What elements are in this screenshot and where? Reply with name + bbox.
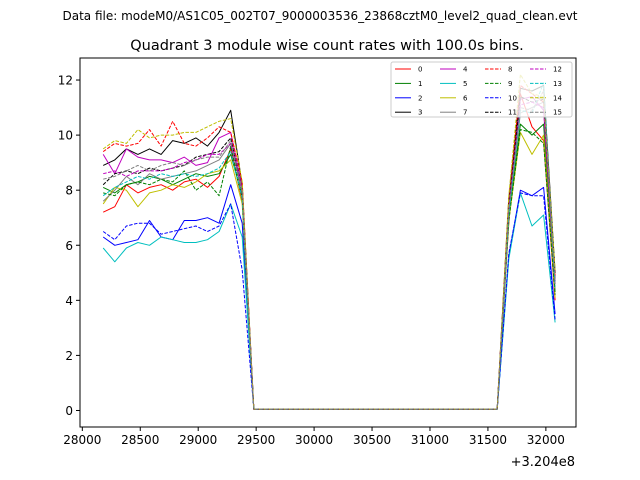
y-tick-label-6: 6	[65, 239, 73, 253]
y-tick-label-10: 10	[58, 129, 73, 143]
legend-label-2: 2	[418, 94, 422, 102]
legend-label-0: 0	[418, 66, 422, 74]
legend-label-15: 15	[553, 109, 562, 117]
legend-label-1: 1	[418, 80, 422, 88]
x-tick-label-28500: 28500	[121, 433, 159, 447]
chart-title: Quadrant 3 module wise count rates with …	[130, 38, 524, 54]
legend-label-13: 13	[553, 80, 562, 88]
legend-label-8: 8	[508, 66, 512, 74]
data-file-label: Data file: modeM0/AS1C05_002T07_90000035…	[62, 9, 577, 23]
y-tick-label-4: 4	[65, 294, 73, 308]
y-tick-label-2: 2	[65, 349, 73, 363]
chart-figure: Data file: modeM0/AS1C05_002T07_90000035…	[0, 0, 640, 480]
legend-label-11: 11	[508, 109, 517, 117]
y-tick-label-12: 12	[58, 74, 73, 88]
legend-label-12: 12	[553, 66, 562, 74]
legend-label-3: 3	[418, 109, 422, 117]
legend-label-10: 10	[508, 94, 517, 102]
x-tick-label-31000: 31000	[411, 433, 449, 447]
x-tick-label-29000: 29000	[179, 433, 217, 447]
x-tick-label-30500: 30500	[353, 433, 391, 447]
legend-label-9: 9	[508, 80, 512, 88]
x-tick-label-31500: 31500	[469, 433, 507, 447]
legend-label-4: 4	[463, 66, 468, 74]
y-tick-label-8: 8	[65, 184, 73, 198]
x-tick-label-28000: 28000	[63, 433, 101, 447]
x-tick-label-32000: 32000	[527, 433, 565, 447]
y-tick-label-0: 0	[65, 404, 73, 418]
legend-label-6: 6	[463, 94, 468, 102]
legend-label-7: 7	[463, 109, 467, 117]
x-tick-label-29500: 29500	[237, 433, 275, 447]
x-offset-label: +3.204e8	[511, 455, 575, 470]
legend-label-14: 14	[553, 94, 562, 102]
x-tick-label-30000: 30000	[295, 433, 333, 447]
legend-label-5: 5	[463, 80, 467, 88]
